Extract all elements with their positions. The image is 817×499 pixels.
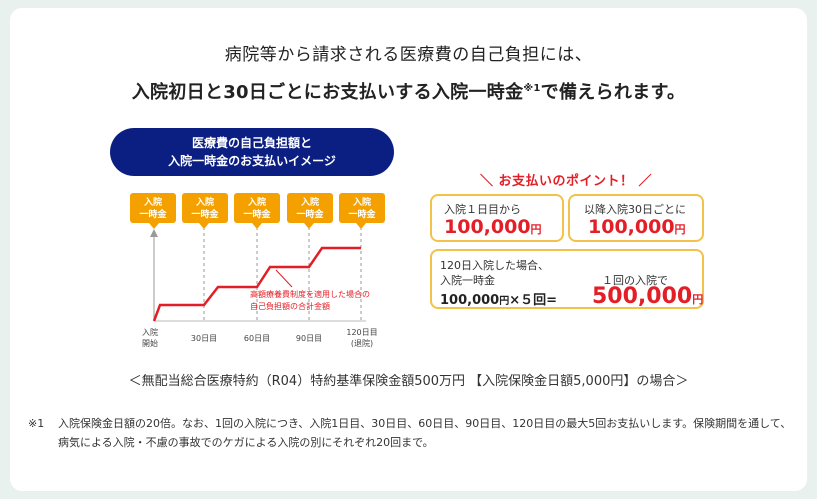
tick-90: 90日目 [296, 334, 322, 343]
box2-label: 以降入院30日ごとに [584, 203, 686, 216]
tick-120-line1: 120日目 [346, 328, 377, 337]
point-box-every-30-days: 以降入院30日ごとに 100,000円 [568, 194, 704, 242]
box3-label2: 入院一時金 [440, 274, 495, 287]
badge-line1: 入院 [300, 196, 319, 208]
headline-line2-tail: で備えられます。 [540, 82, 686, 103]
box3-label1: 120日入院した場合、 [440, 259, 549, 272]
badge-line2: 一時金 [191, 208, 219, 220]
badge-line1: 入院 [352, 196, 371, 208]
badge-day-60: 入院 一時金 [234, 193, 280, 229]
box2-amount: 100,000円 [588, 216, 686, 238]
badge-line2: 一時金 [139, 208, 167, 220]
annotation-leader [275, 269, 293, 288]
point-box-120-days: 120日入院した場合、 入院一時金 100,000円×５回= １回の入院で 50… [430, 249, 704, 309]
headline-line1: 病院等から請求される医療費の自己負担には、 [224, 45, 593, 65]
box1-amount: 100,000円 [444, 216, 542, 238]
axis-arrow-icon [150, 229, 158, 237]
annotation-line1: 高額療養費制度を適用した場合の [250, 289, 370, 299]
tick-120-line2: (退院) [351, 338, 373, 348]
headline-line2-text: 入院初日と30日ごとにお支払いする入院一時金 [131, 82, 524, 103]
headline-line2: 入院初日と30日ごとにお支払いする入院一時金※1で備えられます。 [10, 78, 807, 104]
box3-right-label: １回の入院で [602, 274, 668, 287]
self-pay-line [152, 246, 361, 322]
tick-30: 30日目 [191, 334, 217, 343]
image-title-pill: 医療費の自己負担額と 入院一時金のお支払いイメージ [110, 128, 394, 176]
badge-day-90: 入院 一時金 [287, 193, 333, 229]
badge-line1: 入院 [143, 196, 162, 208]
content-card: 病院等から請求される医療費の自己負担には、 入院初日と30日ごとにお支払いする入… [10, 8, 807, 491]
badge-day-30: 入院 一時金 [182, 193, 228, 229]
box1-label: 入院１日目から [444, 203, 521, 216]
tick-start-line2: 開始 [142, 338, 158, 348]
badge-line2: 一時金 [296, 208, 324, 220]
badge-day-1: 入院 一時金 [130, 193, 176, 229]
box3-total: 500,000円 [592, 284, 704, 309]
tick-start-line1: 入院 [142, 327, 158, 337]
badge-line1: 入院 [195, 196, 214, 208]
footnote-mark-label: ※1 [28, 417, 45, 430]
badge-day-120: 入院 一時金 [339, 193, 385, 229]
badge-line1: 入院 [247, 196, 266, 208]
point-box-first-day: 入院１日目から 100,000円 [430, 194, 564, 242]
badge-line2: 一時金 [348, 208, 376, 220]
footnote-text: 入院保険金日額の20倍。なお、1回の入院につき、入院1日目、30日目、60日目、… [58, 417, 792, 449]
image-title-line2: 入院一時金のお支払いイメージ [168, 154, 336, 168]
footnote: ※1 入院保険金日額の20倍。なお、1回の入院につき、入院1日目、30日目、60… [28, 414, 798, 452]
payment-timeline-diagram: 入院 一時金 入院 一時金 入院 一時金 入院 一時金 入院 一時金 [130, 193, 385, 348]
image-title-line1: 医療費の自己負担額と [191, 136, 312, 150]
tick-60: 60日目 [244, 334, 270, 343]
footnote-mark: ※1 [523, 83, 541, 94]
payment-points-title: ＼ お支払いのポイント！ ／ [479, 174, 653, 189]
box3-calc: 100,000円×５回= [440, 293, 558, 308]
condition-note: ＜無配当総合医療特約（R04）特約基準保険金額500万円 【入院保険金日額5,0… [128, 374, 689, 389]
badge-line2: 一時金 [243, 208, 271, 220]
annotation-line2: 自己負担額の合計金額 [250, 301, 330, 311]
